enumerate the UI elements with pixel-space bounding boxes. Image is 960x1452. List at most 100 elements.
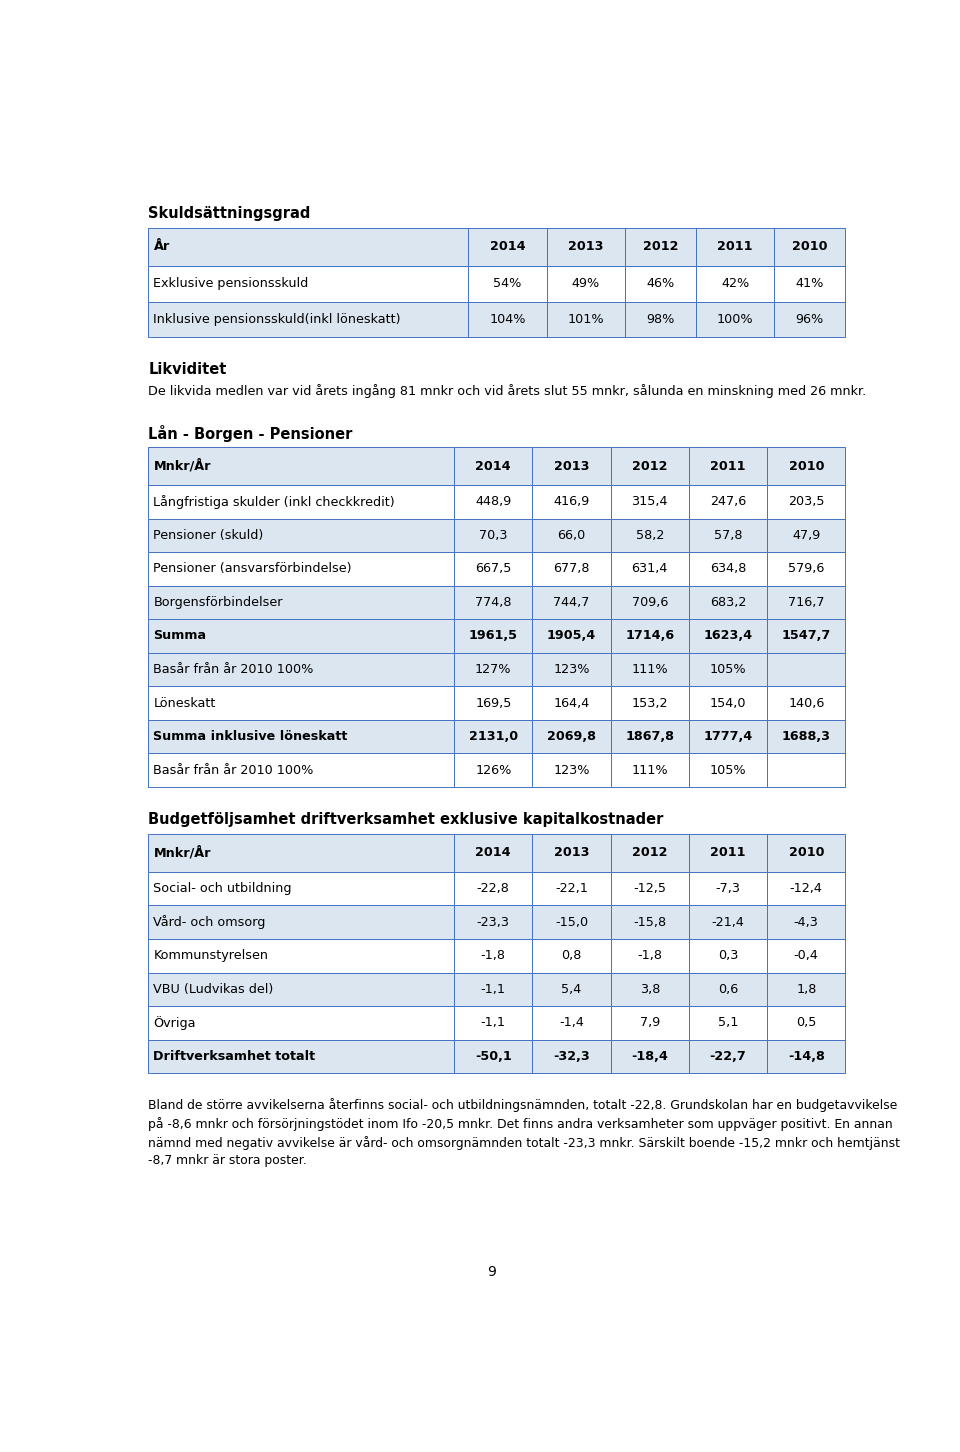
Bar [148,754,454,787]
Text: -21,4: -21,4 [711,916,744,929]
Text: 154,0: 154,0 [709,697,746,710]
Text: 58,2: 58,2 [636,529,664,542]
Bar [689,653,767,687]
Text: -4,3: -4,3 [794,916,819,929]
Bar [689,585,767,619]
Bar [611,653,689,687]
Bar [611,939,689,973]
Text: 677,8: 677,8 [553,562,589,575]
Bar [625,228,696,266]
Text: -18,4: -18,4 [632,1050,668,1063]
Bar [767,687,846,720]
Bar [611,687,689,720]
Bar [533,619,611,653]
Bar [148,552,454,585]
Bar [454,1040,533,1073]
Bar [689,485,767,518]
Text: 1623,4: 1623,4 [704,630,753,642]
Text: 1688,3: 1688,3 [781,730,830,743]
Text: 716,7: 716,7 [788,595,825,608]
Text: 140,6: 140,6 [788,697,825,710]
Bar [533,833,611,871]
Bar [696,266,775,302]
Bar [148,447,454,485]
Bar [611,619,689,653]
Bar [689,1040,767,1073]
Bar [611,906,689,939]
Bar [454,833,533,871]
Bar [148,518,454,552]
Bar [775,302,846,337]
Text: 153,2: 153,2 [632,697,668,710]
Text: -0,4: -0,4 [794,950,819,963]
Text: -23,3: -23,3 [477,916,510,929]
Text: 203,5: 203,5 [788,495,825,508]
Bar [767,871,846,906]
Bar [767,518,846,552]
Bar [148,973,454,1006]
Bar [689,871,767,906]
Bar [696,228,775,266]
Bar [767,1006,846,1040]
Text: 57,8: 57,8 [714,529,742,542]
Text: Skuldsättningsgrad: Skuldsättningsgrad [148,206,311,221]
Text: 247,6: 247,6 [709,495,746,508]
Text: -14,8: -14,8 [788,1050,825,1063]
Text: 774,8: 774,8 [475,595,512,608]
Text: 3,8: 3,8 [639,983,660,996]
Bar [468,228,546,266]
Text: 66,0: 66,0 [558,529,586,542]
Bar [454,585,533,619]
Text: Basår från år 2010 100%: Basår från år 2010 100% [154,664,314,677]
Bar [611,447,689,485]
Text: 315,4: 315,4 [632,495,668,508]
Bar [454,653,533,687]
Text: Långfristiga skulder (inkl checkkredit): Långfristiga skulder (inkl checkkredit) [154,495,396,508]
Text: 744,7: 744,7 [553,595,589,608]
Bar [533,871,611,906]
Text: 101%: 101% [567,314,604,327]
Text: 5,1: 5,1 [718,1016,738,1029]
Bar [611,871,689,906]
Bar [148,266,468,302]
Bar [611,720,689,754]
Bar [767,447,846,485]
Bar [767,973,846,1006]
Text: 2010: 2010 [788,459,824,472]
Text: 169,5: 169,5 [475,697,512,710]
Text: År: År [154,241,170,254]
Text: Pensioner (skuld): Pensioner (skuld) [154,529,264,542]
Text: 0,3: 0,3 [718,950,738,963]
Text: 1714,6: 1714,6 [625,630,674,642]
Text: 126%: 126% [475,764,512,777]
Text: -15,8: -15,8 [634,916,666,929]
Text: -50,1: -50,1 [475,1050,512,1063]
Bar [767,833,846,871]
Bar [689,906,767,939]
Text: 709,6: 709,6 [632,595,668,608]
Text: -15,0: -15,0 [555,916,588,929]
Bar [533,653,611,687]
Bar [611,552,689,585]
Bar [533,939,611,973]
Text: 127%: 127% [475,664,512,677]
Bar [775,228,846,266]
Bar [148,619,454,653]
Text: 2069,8: 2069,8 [547,730,596,743]
Bar [767,653,846,687]
Bar [767,939,846,973]
Text: Basår från år 2010 100%: Basår från år 2010 100% [154,764,314,777]
Bar [148,585,454,619]
Bar [611,518,689,552]
Text: Mnkr/År: Mnkr/År [154,459,211,473]
Text: Övriga: Övriga [154,1016,196,1029]
Bar [533,687,611,720]
Bar [533,906,611,939]
Text: -7,3: -7,3 [715,883,740,896]
Text: Lån - Borgen - Pensioner: Lån - Borgen - Pensioner [148,424,352,441]
Bar [689,687,767,720]
Text: Mnkr/År: Mnkr/År [154,847,211,860]
Text: 104%: 104% [490,314,526,327]
Text: 2131,0: 2131,0 [468,730,517,743]
Text: 1547,7: 1547,7 [781,630,831,642]
